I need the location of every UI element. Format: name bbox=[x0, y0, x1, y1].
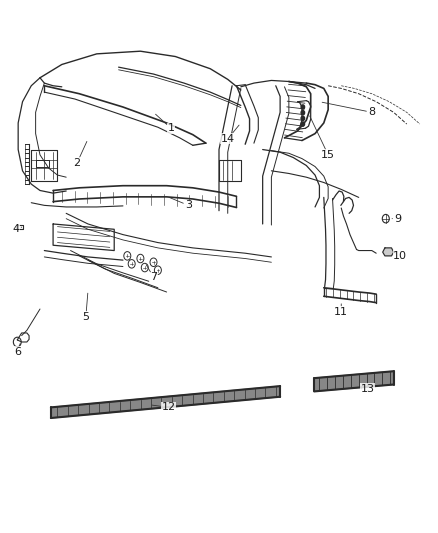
Text: 2: 2 bbox=[74, 158, 81, 168]
Text: 10: 10 bbox=[393, 251, 407, 261]
Polygon shape bbox=[314, 371, 394, 391]
Circle shape bbox=[301, 116, 304, 120]
Polygon shape bbox=[51, 386, 280, 418]
Text: 11: 11 bbox=[334, 306, 348, 317]
Text: 4: 4 bbox=[12, 224, 20, 235]
Text: 1: 1 bbox=[167, 123, 174, 133]
Polygon shape bbox=[383, 248, 394, 256]
Text: 15: 15 bbox=[321, 150, 335, 160]
Text: 12: 12 bbox=[162, 402, 176, 413]
Circle shape bbox=[301, 105, 304, 109]
Circle shape bbox=[301, 110, 304, 115]
Text: 8: 8 bbox=[368, 107, 375, 117]
Text: 7: 7 bbox=[150, 272, 157, 282]
Text: 6: 6 bbox=[14, 346, 21, 357]
Text: 14: 14 bbox=[221, 134, 235, 144]
Text: 3: 3 bbox=[185, 200, 192, 211]
Circle shape bbox=[301, 122, 304, 126]
Text: 5: 5 bbox=[82, 312, 89, 322]
Text: 13: 13 bbox=[360, 384, 374, 394]
Text: 9: 9 bbox=[395, 214, 402, 224]
